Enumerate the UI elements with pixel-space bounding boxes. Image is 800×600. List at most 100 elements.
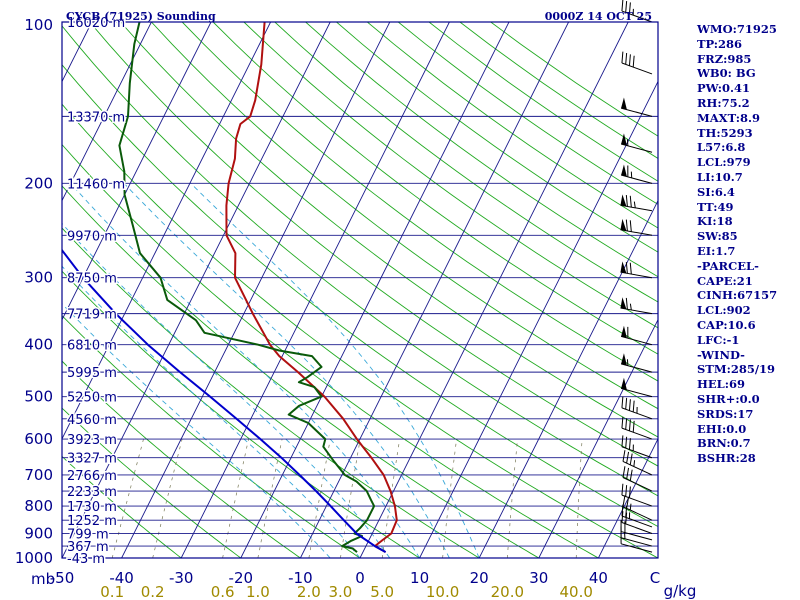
height-label: 13370 m [67, 110, 125, 125]
index-row: LCL:979 [697, 155, 751, 170]
wind-barb [620, 377, 653, 398]
mixing-ratio-tick-label: 0.2 [141, 583, 165, 600]
station-title: CYCB (71925) Sounding [66, 10, 216, 23]
height-label: 1730 m [67, 500, 117, 515]
index-row: FRZ:985 [697, 51, 752, 66]
mixing-ratio-tick-label: 3.0 [328, 583, 352, 600]
index-row: BSHR:28 [697, 451, 756, 466]
wind-barb [620, 325, 653, 346]
index-row: SW:85 [697, 229, 738, 244]
wind-barb [622, 450, 653, 476]
barb-pennant [621, 353, 627, 366]
wind-barb [620, 218, 653, 236]
barb-flag [625, 1, 628, 13]
barb-flag [622, 450, 626, 462]
barb-pennant [621, 164, 627, 177]
isotherm [359, 22, 629, 558]
index-row: MAXT:8.9 [697, 110, 760, 125]
barb-pennant [620, 297, 627, 310]
barb-flag [626, 467, 630, 480]
height-label: 8750 m [67, 272, 117, 287]
height-label: 799 m [67, 527, 109, 542]
wind-barb [621, 51, 653, 75]
mixing-ratio-line [152, 439, 183, 558]
barb-flag [632, 400, 635, 413]
index-row: SRDS:17 [697, 406, 754, 421]
isotherm [240, 22, 510, 558]
height-label: 16020 m [67, 16, 125, 31]
barb-flag [622, 495, 626, 507]
pressure-label: 700 [24, 466, 53, 484]
pressure-label: 400 [24, 336, 53, 354]
mixing-ratio-line [506, 439, 518, 558]
isotherm [62, 22, 152, 202]
height-label: 6810 m [67, 339, 117, 354]
height-label: 4560 m [67, 413, 117, 428]
pressure-label: 800 [24, 497, 53, 515]
index-row: LFC:-1 [697, 332, 740, 347]
temperature-tick-label: 40 [589, 569, 608, 587]
mixing-ratio-tick-label: 10.0 [426, 583, 459, 600]
plot-series [62, 22, 398, 553]
mixing-ratio-tick-label: 0.6 [211, 583, 235, 600]
temperature-profile [225, 22, 398, 553]
pressure-label: 100 [24, 16, 53, 34]
temperature-tick-label: -40 [109, 569, 134, 587]
barb-flag [628, 438, 631, 450]
datetime-label: 0000Z 14 OCT 25 [545, 10, 652, 23]
temperature-tick-label: -20 [229, 569, 254, 587]
index-row: EI:1.7 [697, 243, 736, 258]
barb-flag [621, 435, 624, 447]
wind-barb [621, 416, 653, 440]
isotherm [62, 22, 272, 440]
barb-flag [625, 52, 628, 65]
barb-flag [625, 397, 628, 410]
barb-flag [629, 262, 632, 275]
index-row: BRN:0.7 [697, 436, 751, 451]
barb-pennant [621, 133, 627, 146]
pressure-label: 200 [24, 174, 53, 192]
barb-flag [629, 195, 632, 208]
isotherm [597, 437, 658, 558]
isotherm [62, 22, 212, 321]
wind-barb [620, 133, 653, 153]
barb-pennant [621, 377, 627, 390]
barb-flag [625, 418, 628, 430]
index-row: STM:285/19 [697, 362, 776, 377]
pressure-label: 500 [24, 388, 53, 406]
wind-barb [621, 396, 653, 420]
barb-flag [626, 497, 630, 509]
mixing-ratio-tick-label: 5.0 [370, 583, 394, 600]
barb-flag [621, 483, 624, 496]
barb-shaft [621, 494, 653, 507]
mixing-ratio-tick-label: 20.0 [491, 583, 524, 600]
barb-shaft [621, 515, 653, 528]
barb-half-flag [629, 503, 632, 511]
barb-flag [632, 55, 635, 68]
barb-flag [625, 485, 628, 497]
height-label: 367 m [67, 540, 109, 555]
mixing-ratio-unit-label: g/kg [664, 582, 697, 600]
height-label: -43 m [67, 552, 105, 567]
barb-flag [629, 453, 633, 465]
isotherm [299, 22, 570, 558]
pressure-label: 600 [24, 430, 53, 448]
barb-pennant [620, 194, 627, 207]
height-label: 2233 m [67, 485, 117, 500]
barb-flag [628, 399, 631, 411]
isotherm [419, 80, 658, 558]
barb-flag [625, 297, 628, 310]
height-label: 5995 m [67, 366, 117, 381]
height-label: 2766 m [67, 469, 117, 484]
isotherm [180, 22, 450, 558]
barb-flag [632, 420, 635, 433]
barb-flag [621, 0, 624, 12]
wind-barb [620, 353, 653, 373]
barb-shaft [622, 477, 653, 492]
temperature-tick-label: 10 [410, 569, 429, 587]
barb-shaft [621, 522, 653, 534]
wind-barbs [620, 0, 653, 553]
plot-frame [61, 21, 659, 559]
